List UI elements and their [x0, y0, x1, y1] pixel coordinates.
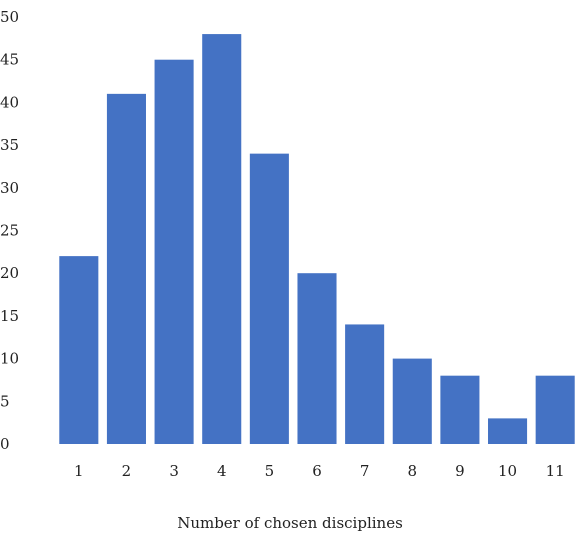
bar-3 — [154, 59, 194, 444]
y-tick-label: 20 — [0, 264, 19, 282]
bar-10 — [488, 418, 528, 444]
y-tick-label: 25 — [0, 222, 19, 240]
bar-4 — [202, 34, 242, 444]
bar-11 — [535, 375, 575, 444]
bar-5 — [249, 153, 289, 444]
x-tick-label: 7 — [360, 462, 370, 480]
bar-series — [59, 34, 575, 445]
x-tick-label: 8 — [407, 462, 417, 480]
bar-8 — [392, 358, 432, 444]
bar-1 — [59, 256, 99, 444]
x-tick-label: 3 — [169, 462, 179, 480]
y-tick-label: 5 — [0, 392, 10, 410]
x-axis-tick-labels: 1 2 3 4 5 6 7 8 9 10 11 — [74, 462, 565, 480]
bar-2 — [106, 93, 146, 445]
bar-9 — [440, 375, 480, 444]
x-axis-title: Number of chosen disciplines — [177, 514, 403, 532]
x-tick-label: 1 — [74, 462, 84, 480]
x-tick-label: 10 — [498, 462, 517, 480]
y-tick-label: 40 — [0, 93, 19, 111]
x-tick-label: 9 — [455, 462, 465, 480]
y-axis-tick-labels: 0 5 10 15 20 25 30 35 40 45 50 — [0, 8, 19, 453]
y-tick-label: 15 — [0, 307, 19, 325]
y-tick-label: 35 — [0, 136, 19, 154]
y-tick-label: 50 — [0, 8, 19, 26]
x-tick-label: 11 — [546, 462, 565, 480]
bar-7 — [345, 324, 385, 444]
bar-6 — [297, 273, 337, 444]
x-tick-label: 4 — [217, 462, 227, 480]
y-tick-label: 10 — [0, 350, 19, 368]
y-tick-label: 45 — [0, 51, 19, 69]
y-tick-label: 0 — [0, 435, 10, 453]
x-tick-label: 6 — [312, 462, 322, 480]
x-tick-label: 2 — [122, 462, 132, 480]
x-tick-label: 5 — [265, 462, 275, 480]
y-tick-label: 30 — [0, 179, 19, 197]
